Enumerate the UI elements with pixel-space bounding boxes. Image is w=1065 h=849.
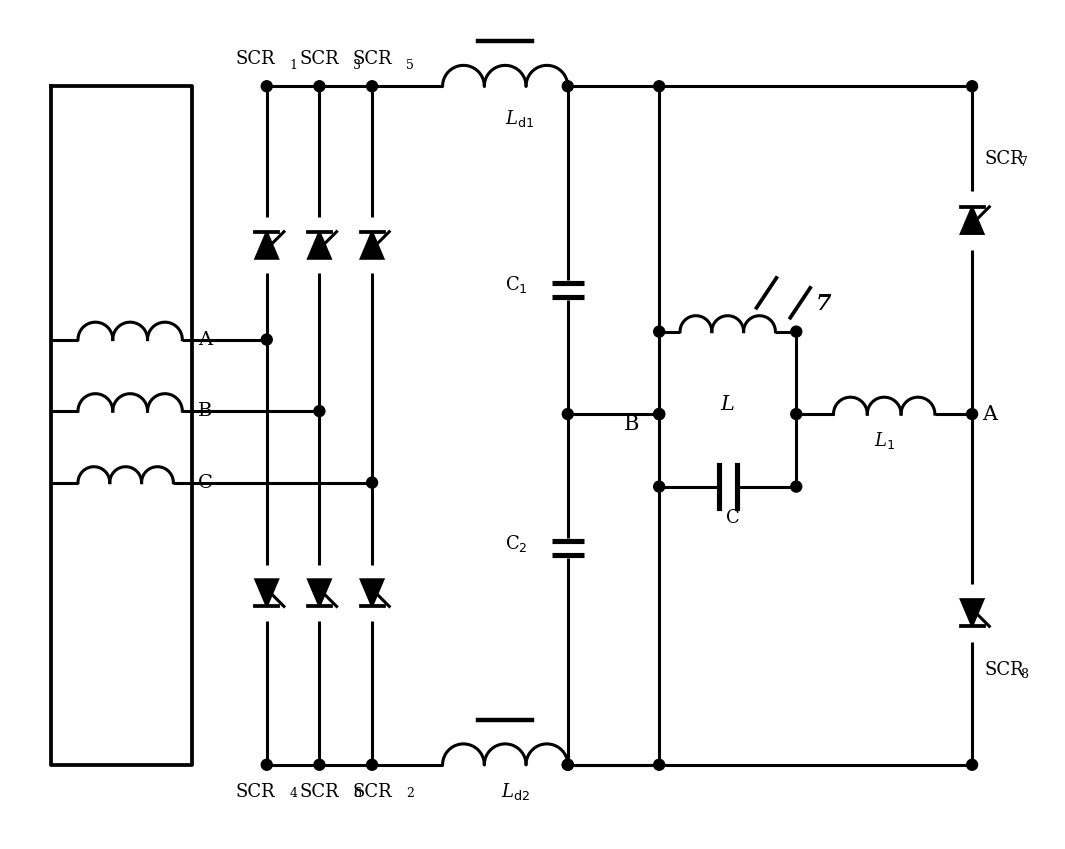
Polygon shape [256,232,278,259]
Circle shape [791,481,802,492]
Polygon shape [961,599,984,627]
Circle shape [314,759,325,770]
Polygon shape [256,579,278,606]
Circle shape [562,408,573,419]
Circle shape [261,335,273,345]
Text: L$_1$: L$_1$ [873,430,895,451]
Text: L$_{\mathrm{d1}}$: L$_{\mathrm{d1}}$ [506,108,535,129]
Text: C$_1$: C$_1$ [505,274,527,295]
Circle shape [791,408,802,419]
Text: 4: 4 [290,787,297,800]
Circle shape [366,759,377,770]
Text: 3: 3 [354,59,361,72]
Circle shape [967,408,978,419]
Text: 6: 6 [354,787,361,800]
Circle shape [654,81,665,92]
Text: 8: 8 [1020,668,1028,681]
Circle shape [314,81,325,92]
Circle shape [967,759,978,770]
Text: C: C [198,474,213,492]
Polygon shape [361,579,383,606]
Text: B: B [198,402,213,420]
Circle shape [261,759,273,770]
Text: 2: 2 [406,787,413,800]
Text: SCR: SCR [984,661,1023,679]
Text: 7: 7 [1020,156,1028,169]
Text: SCR: SCR [299,783,340,801]
Text: SCR: SCR [299,50,340,69]
Text: B: B [624,414,639,434]
Text: 7: 7 [816,293,832,315]
Text: SCR: SCR [235,783,275,801]
Text: SCR: SCR [353,50,392,69]
Text: L$_{\mathrm{d2}}$: L$_{\mathrm{d2}}$ [501,780,529,801]
Text: 5: 5 [406,59,413,72]
Circle shape [654,759,665,770]
Polygon shape [361,232,383,259]
Text: A: A [982,405,997,424]
Circle shape [562,759,573,770]
Polygon shape [308,232,331,259]
Circle shape [967,81,978,92]
Circle shape [654,326,665,337]
Circle shape [366,477,377,488]
Text: A: A [198,330,212,349]
Polygon shape [308,579,331,606]
Circle shape [562,81,573,92]
Circle shape [562,759,573,770]
Text: SCR: SCR [235,50,275,69]
Circle shape [791,326,802,337]
Circle shape [654,481,665,492]
Circle shape [366,81,377,92]
Text: C$_2$: C$_2$ [505,532,527,554]
Text: 1: 1 [290,59,297,72]
Text: SCR: SCR [353,783,392,801]
Polygon shape [961,207,984,234]
Circle shape [314,406,325,417]
Text: L: L [721,395,735,413]
Circle shape [654,408,665,419]
Text: C: C [726,509,739,527]
Circle shape [654,408,665,419]
Circle shape [261,81,273,92]
Text: SCR: SCR [984,149,1023,168]
